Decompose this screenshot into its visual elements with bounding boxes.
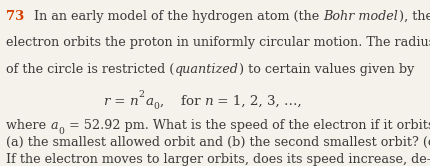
Text: n: n: [129, 95, 138, 108]
Text: 2: 2: [138, 90, 144, 99]
Text: = 52.92 pm. What is the speed of the electron if it orbits in: = 52.92 pm. What is the speed of the ele…: [65, 120, 430, 132]
Text: ,: ,: [160, 95, 163, 108]
Text: quantized: quantized: [175, 63, 239, 76]
Text: electron orbits the proton in uniformly circular motion. The radius: electron orbits the proton in uniformly …: [6, 37, 430, 49]
Text: If the electron moves to larger orbits, does its speed increase, de-: If the electron moves to larger orbits, …: [6, 153, 430, 166]
Text: for: for: [163, 95, 205, 108]
Text: n: n: [205, 95, 213, 108]
Text: 0: 0: [154, 102, 160, 111]
Text: Bohr model: Bohr model: [324, 10, 399, 23]
Text: a: a: [51, 120, 58, 132]
Text: where: where: [6, 120, 51, 132]
Text: ) to certain values given by: ) to certain values given by: [239, 63, 414, 76]
Text: r: r: [103, 95, 110, 108]
Text: =: =: [110, 95, 129, 108]
Text: 73: 73: [6, 10, 25, 23]
Text: of the circle is restricted (: of the circle is restricted (: [6, 63, 175, 76]
Text: = 1, 2, 3, …,: = 1, 2, 3, …,: [213, 95, 302, 108]
Text: ), the: ), the: [399, 10, 430, 23]
Text: (a) the smallest allowed orbit and (b) the second smallest orbit? (c): (a) the smallest allowed orbit and (b) t…: [6, 136, 430, 149]
Text: a: a: [145, 95, 154, 108]
Text: In an early model of the hydrogen atom (the: In an early model of the hydrogen atom (…: [34, 10, 324, 23]
Text: 0: 0: [58, 127, 64, 136]
